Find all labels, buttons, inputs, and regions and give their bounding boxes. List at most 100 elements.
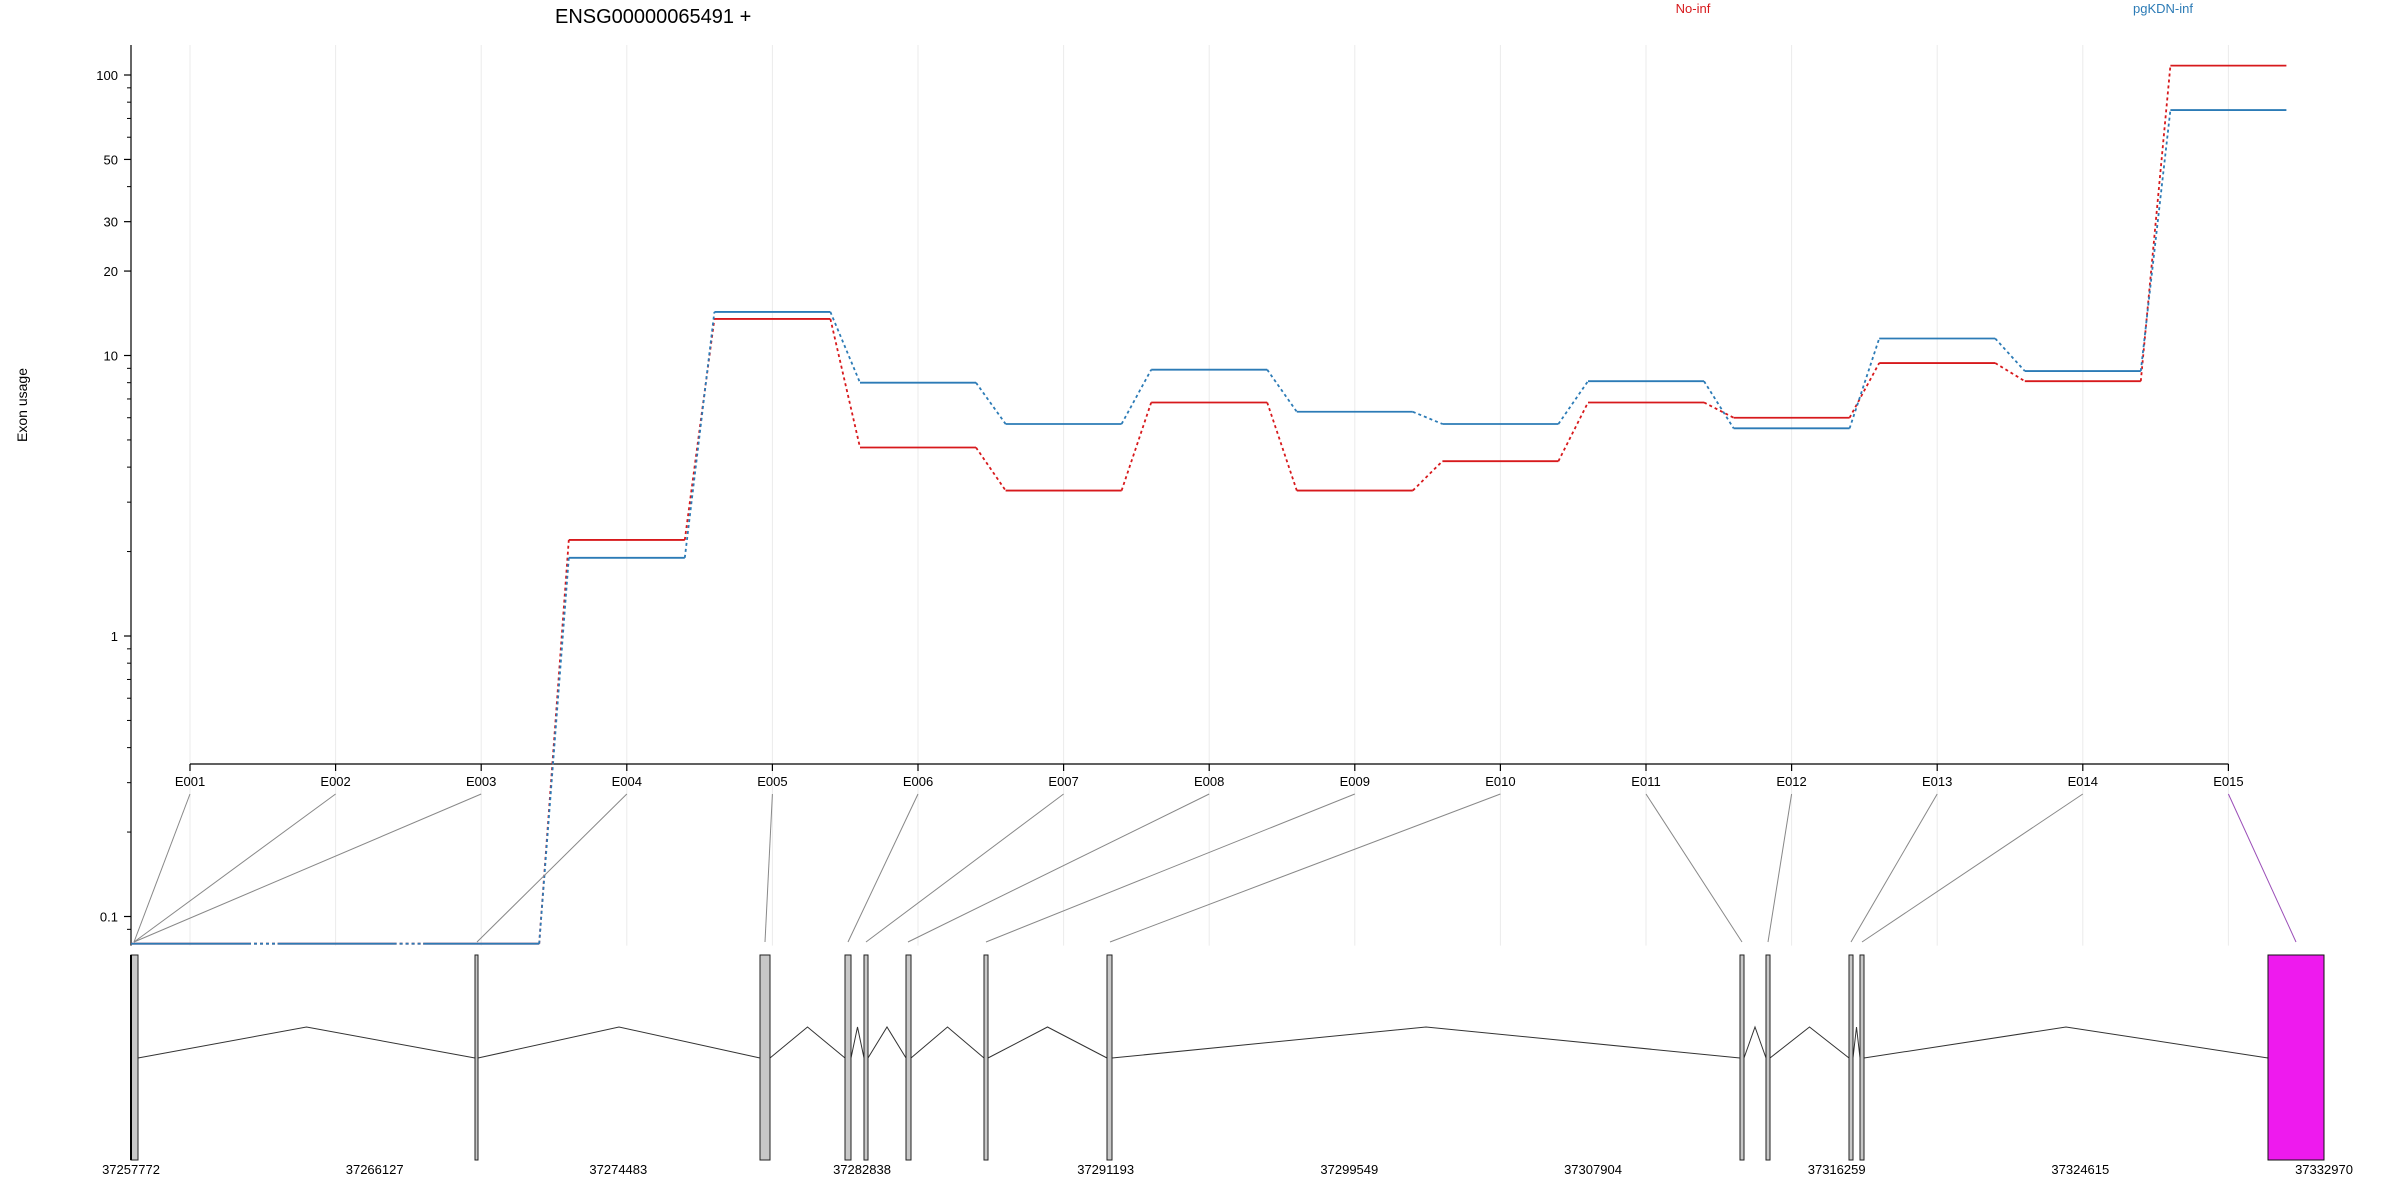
intron-line xyxy=(477,1026,761,1059)
exon-label-e005: E005 xyxy=(757,774,787,789)
coordinate-label: 37266127 xyxy=(346,1162,404,1177)
highlighted-exon-box xyxy=(2267,954,2325,1161)
connector-e012 xyxy=(1767,793,1793,943)
grid-lines xyxy=(189,45,2229,946)
y-tick-label: 20 xyxy=(104,264,118,279)
exon-box xyxy=(863,954,869,1161)
data-connector xyxy=(683,311,716,558)
exon-label-e009: E009 xyxy=(1340,774,1370,789)
data-connector xyxy=(975,382,1007,425)
connector-e003 xyxy=(133,793,482,943)
exon-box xyxy=(844,954,852,1161)
coordinate-label: 37282838 xyxy=(833,1162,891,1177)
coordinate-label: 37307904 xyxy=(1564,1162,1622,1177)
exon-box xyxy=(474,954,479,1161)
exon-box xyxy=(905,954,912,1161)
data-connector xyxy=(1412,460,1444,492)
connector-e011 xyxy=(1645,793,1743,943)
exon-label-e004: E004 xyxy=(612,774,642,789)
coordinate-label: 37291193 xyxy=(1077,1162,1134,1177)
exon-box xyxy=(1859,954,1865,1161)
exon-label-e012: E012 xyxy=(1776,774,1806,789)
exon-label-e013: E013 xyxy=(1922,774,1952,789)
exon-box xyxy=(1765,954,1771,1161)
exon-label-e006: E006 xyxy=(903,774,933,789)
series-2 xyxy=(131,109,2287,945)
coordinate-label: 37324615 xyxy=(2051,1162,2109,1177)
exon-box xyxy=(759,954,771,1161)
exon-label-e003: E003 xyxy=(466,774,496,789)
intron-line xyxy=(1852,1026,1861,1059)
connector-e005 xyxy=(764,793,773,943)
connector-e008 xyxy=(907,793,1210,943)
y-tick-label: 1 xyxy=(111,629,118,644)
connector-e009 xyxy=(985,793,1355,943)
data-connector xyxy=(1703,401,1735,419)
exon-box xyxy=(1848,954,1854,1161)
exon-label-e014: E014 xyxy=(2068,774,2098,789)
data-connector xyxy=(2139,109,2172,372)
data-connector xyxy=(1994,337,2026,372)
intron-line xyxy=(867,1026,907,1059)
y-tick-label: 50 xyxy=(104,152,118,167)
intron-line xyxy=(1111,1026,1741,1059)
connector-e007 xyxy=(865,793,1064,943)
intron-line xyxy=(137,1026,476,1059)
exon-box xyxy=(983,954,989,1161)
series-lines xyxy=(131,64,2287,945)
coordinate-label: 37316259 xyxy=(1808,1162,1866,1177)
chart-title: ENSG00000065491 + xyxy=(555,6,751,28)
connector-e015 xyxy=(2227,793,2297,943)
data-connector xyxy=(538,557,570,944)
data-connector xyxy=(1848,338,1881,429)
connector-e010 xyxy=(1109,793,1501,943)
y-tick-label: 0.1 xyxy=(100,910,118,925)
exon-label-e010: E010 xyxy=(1485,774,1515,789)
coordinate-label: 37332970 xyxy=(2295,1162,2353,1177)
intron-line xyxy=(910,1026,985,1059)
intron-line xyxy=(1769,1026,1850,1059)
y-tick-label: 100 xyxy=(96,68,118,83)
data-connector xyxy=(1848,362,1880,419)
data-connector xyxy=(975,446,1007,492)
exon-label-e011: E011 xyxy=(1631,774,1660,789)
intron-line xyxy=(1863,1026,2269,1059)
connector-e002 xyxy=(133,793,336,943)
x-axis: E001 E002 E003 E004 E005 E006 E007 E008 E009 E010… xyxy=(175,763,2244,789)
data-connector xyxy=(829,311,861,384)
exon-label-e015: E015 xyxy=(2213,774,2243,789)
data-connector xyxy=(1120,369,1152,425)
y-tick-label: 30 xyxy=(104,215,118,230)
y-axis: 0.1 1 10 20 30 50 100 xyxy=(96,45,132,946)
legend-series-1: No-inf xyxy=(1676,1,1711,16)
exon-box xyxy=(1739,954,1745,1161)
intron-line xyxy=(1743,1025,1767,1059)
data-connector xyxy=(1412,410,1443,425)
data-connector xyxy=(1266,402,1298,491)
exon-label-e001: E001 xyxy=(175,774,205,789)
data-connector xyxy=(683,318,716,541)
intron-line xyxy=(769,1026,846,1059)
exon-box xyxy=(130,954,139,1161)
exon-box xyxy=(1106,954,1113,1161)
data-connector xyxy=(1703,380,1735,429)
data-connector xyxy=(2139,65,2172,382)
y-axis-label: Exon usage xyxy=(14,368,30,442)
data-connector xyxy=(1557,380,1589,425)
connector-e006 xyxy=(847,793,919,943)
exon-label-e007: E007 xyxy=(1048,774,1078,789)
intron-line xyxy=(987,1026,1108,1059)
exon-label-e002: E002 xyxy=(320,774,350,789)
connector-e013 xyxy=(1850,793,1938,943)
gene-model xyxy=(130,954,2325,1161)
connector-e001 xyxy=(133,793,191,943)
connector-e004 xyxy=(476,793,628,943)
connector-e014 xyxy=(1861,793,2084,943)
data-connector xyxy=(1557,402,1589,462)
data-connector xyxy=(1120,402,1153,491)
data-connector xyxy=(1266,369,1298,413)
y-tick-label: 10 xyxy=(104,349,118,364)
exon-label-e008: E008 xyxy=(1194,774,1224,789)
genomic-coordinate-axis: 37257772 37266127 37274483 37282838 37291193… xyxy=(102,1162,2353,1177)
